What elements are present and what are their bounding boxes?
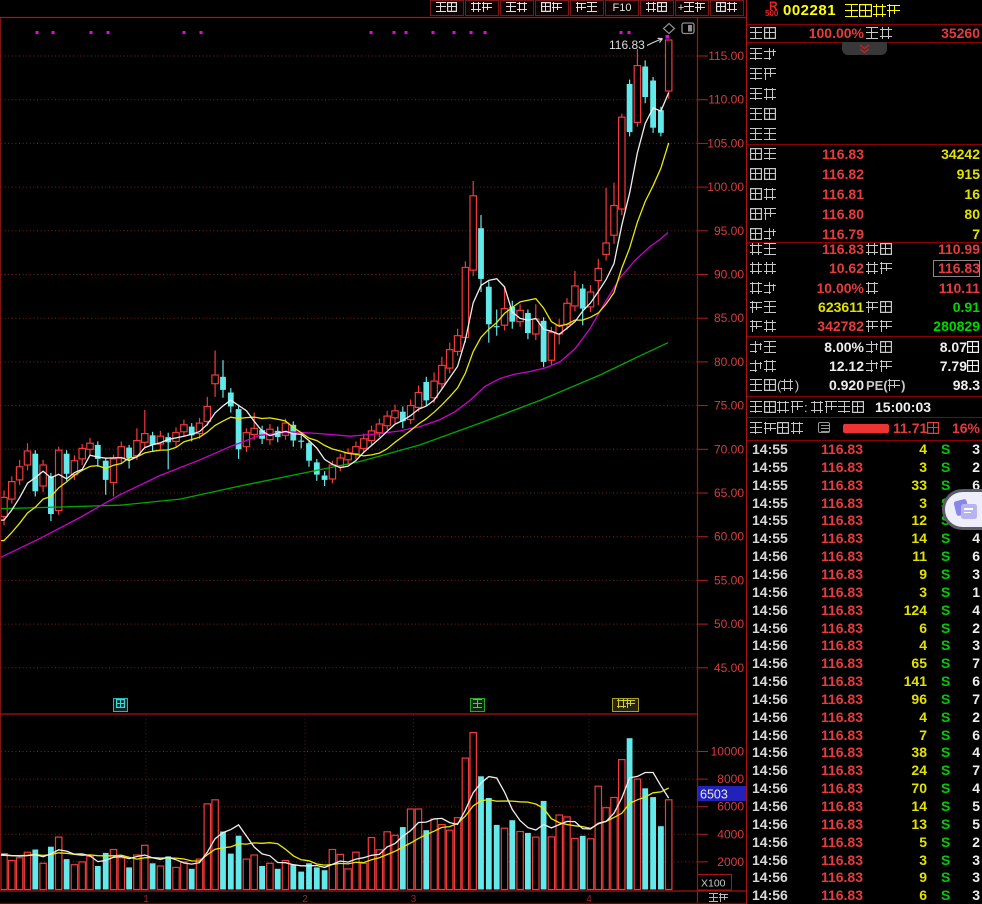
svg-text:60.00: 60.00 [714,530,744,544]
svg-text:10000: 10000 [711,745,745,759]
svg-text:1: 1 [143,894,149,904]
svg-text:85.00: 85.00 [714,311,744,325]
svg-text:45.00: 45.00 [714,661,744,675]
svg-text:4000: 4000 [717,827,744,841]
svg-text:6503: 6503 [700,788,728,802]
svg-text:105.00: 105.00 [707,136,744,150]
svg-text:80.00: 80.00 [714,355,744,369]
svg-text:116.83: 116.83 [609,38,645,52]
svg-text:4: 4 [586,894,592,904]
svg-text:100.00: 100.00 [707,180,744,194]
svg-text:65.00: 65.00 [714,486,744,500]
svg-text:8000: 8000 [717,772,744,786]
svg-text:6000: 6000 [717,800,744,814]
svg-text:110.00: 110.00 [708,93,744,107]
svg-text:115.00: 115.00 [708,49,744,63]
svg-text:2000: 2000 [717,855,744,869]
svg-text:95.00: 95.00 [714,224,744,238]
svg-text:55.00: 55.00 [714,573,744,587]
svg-text:X100: X100 [701,878,726,890]
svg-text:70.00: 70.00 [714,442,744,456]
svg-text:3: 3 [411,894,417,904]
svg-text:2: 2 [302,894,308,904]
svg-text:90.00: 90.00 [714,268,744,282]
svg-text:75.00: 75.00 [714,399,744,413]
svg-text:50.00: 50.00 [714,617,744,631]
